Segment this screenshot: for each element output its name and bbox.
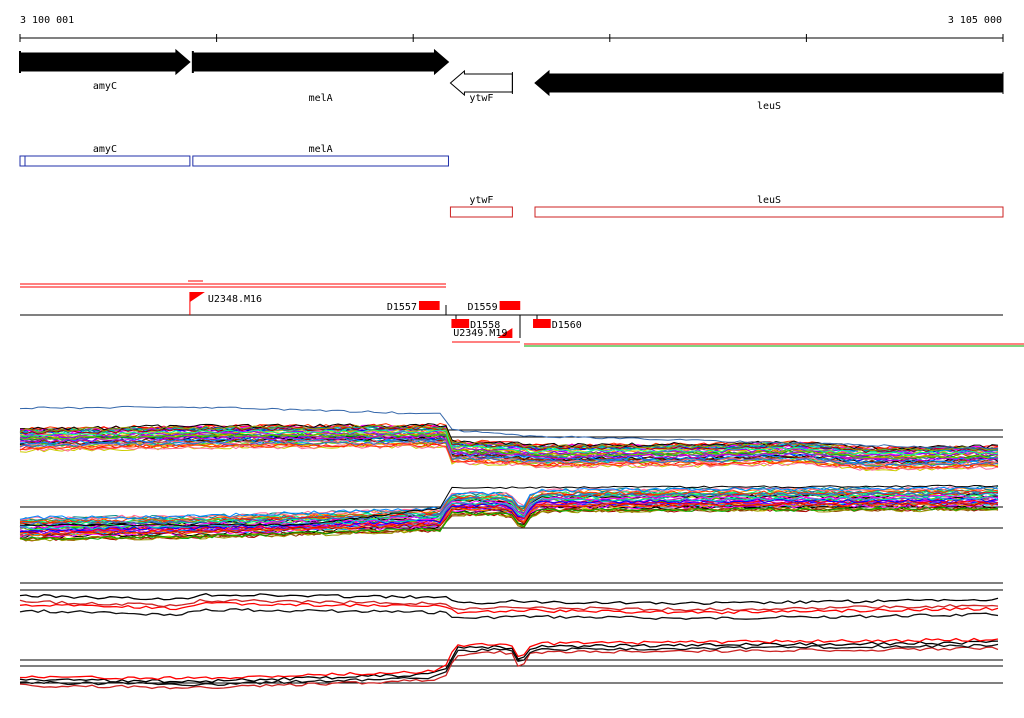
profile-line: [19, 485, 999, 521]
profile-line: [19, 442, 999, 470]
gene-arrow-melA: [192, 48, 450, 76]
profile-line: [19, 439, 999, 467]
summary-line: [19, 598, 999, 612]
feature-marker-D1558: [451, 319, 470, 328]
transcript-label-leuS: leuS: [757, 195, 781, 206]
transcript-plus-amyC: [19, 155, 191, 167]
summary-profile-tracks: [19, 582, 1003, 690]
gene-label-melA: melA: [309, 93, 333, 104]
summary-line: [20, 637, 999, 681]
profile-line: [19, 486, 999, 520]
gene-label-ytwF: ytwF: [469, 93, 493, 104]
feature-label-U2349.M19: U2349.M19: [453, 328, 507, 339]
feature-label-U2348.M16: U2348.M16: [208, 294, 262, 305]
profile-line: [19, 444, 999, 471]
gene-track: amyC melA ytwF leuS: [19, 48, 1004, 112]
summary-line: [19, 643, 999, 687]
transcript-minus-ytwF: [449, 206, 513, 218]
gene-label-leuS: leuS: [757, 101, 781, 112]
profile-line: [19, 493, 999, 528]
profile-line: [19, 436, 999, 464]
profile-line: [19, 432, 999, 460]
summary-line: [19, 646, 999, 690]
gene-arrow-leuS: [534, 69, 1004, 97]
profile-line: [19, 489, 999, 524]
transcript-label-ytwF: ytwF: [469, 195, 493, 206]
profile-line: [19, 506, 999, 541]
transcript-label-amyC: amyC: [93, 144, 117, 155]
profile-line: [19, 501, 999, 537]
feature-label-D1560: D1560: [552, 320, 582, 331]
summary-line: [19, 640, 999, 684]
feature-flag-U2349.M19: [497, 328, 513, 338]
feature-marker-D1560: [533, 319, 551, 328]
transcript-minus-leuS: [534, 206, 1004, 218]
feature-flag-U2348.M16: [189, 292, 205, 302]
gene-arrow-amyC: [19, 48, 191, 76]
axis-end-label: 3 105 000: [948, 15, 1002, 26]
profile-line: [20, 484, 999, 527]
profile-line: [19, 442, 999, 470]
transcript-label-melA: melA: [309, 144, 333, 155]
profile-line: [19, 489, 999, 524]
profile-line: [19, 435, 999, 462]
coordinate-axis: [19, 34, 1004, 42]
transcript-track: amyC melA ytwF leuS: [19, 144, 1004, 218]
summary-line: [19, 608, 999, 620]
profile-line: [19, 492, 999, 528]
profile-line: [19, 433, 999, 460]
transcript-plus-melA: [192, 155, 449, 167]
feature-label-D1558: D1558: [470, 320, 500, 331]
profile-line: [19, 495, 999, 531]
profile-line: [19, 492, 999, 527]
gene-label-amyC: amyC: [93, 81, 117, 92]
summary-line: [19, 601, 999, 615]
profile-line: [19, 429, 999, 457]
expression-profile-tracks: [19, 405, 1003, 542]
feature-marker-D1557: [418, 301, 440, 310]
axis-start-label: 3 100 001: [20, 15, 74, 26]
profile-line: [19, 485, 999, 521]
profile-line: [19, 497, 999, 533]
feature-label-D1559: D1559: [467, 302, 497, 313]
summary-line: [19, 593, 999, 606]
gene-arrow-ytwF: [449, 69, 513, 97]
profile-line: [19, 424, 999, 452]
feature-label-D1557: D1557: [387, 302, 417, 313]
profile-line: [19, 405, 999, 450]
feature-marker-D1559: [499, 301, 521, 310]
